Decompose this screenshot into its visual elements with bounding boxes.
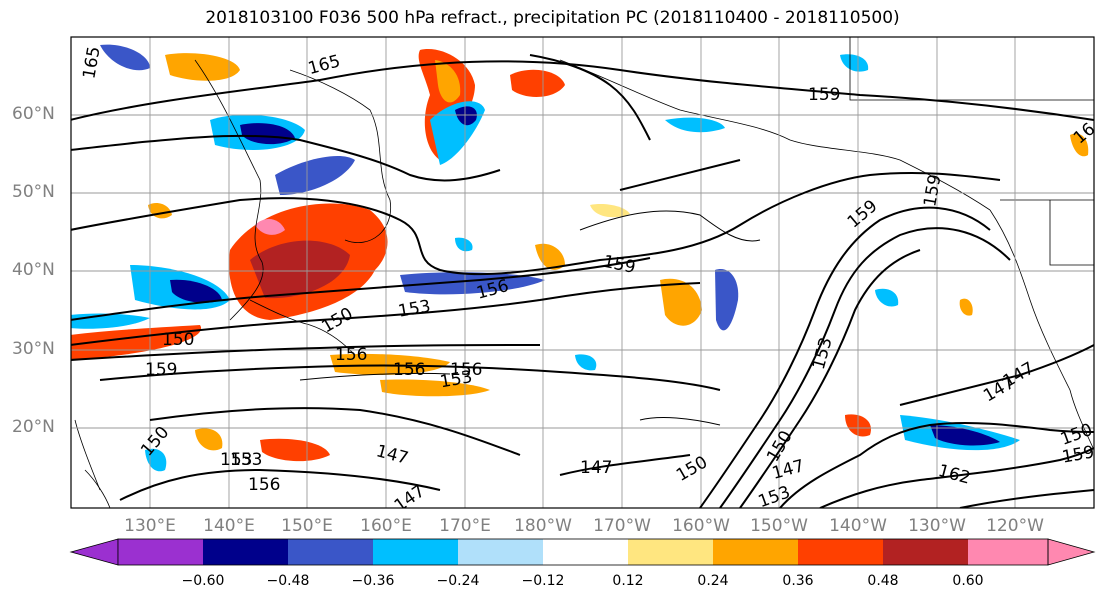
colorbar-segment [798, 539, 883, 565]
lon-label: 160°W [672, 516, 730, 536]
lat-label: 50°N [12, 182, 55, 202]
contour-lines [71, 54, 1094, 508]
contour-label: 150 [162, 330, 194, 350]
lat-label: 60°N [12, 104, 55, 124]
colorbar-segment [118, 539, 203, 565]
contour-label: 153 [230, 450, 262, 470]
colorbar-tick-label: 0.24 [697, 573, 729, 589]
contour-lines-thin [299, 210, 761, 426]
colorbar-tick-label: −0.24 [436, 573, 480, 589]
contour-label: 147 [580, 458, 612, 478]
colorbar-tick-label: 0.36 [782, 573, 814, 589]
contour-label: 153 [220, 450, 252, 470]
contour-label: 159 [145, 360, 177, 380]
colorbar-segment [288, 539, 373, 565]
grid-lines [71, 37, 1094, 508]
colorbar-tick-label: 0.12 [612, 573, 644, 589]
contour-label: 156 [393, 360, 425, 380]
colorbar-segment [373, 539, 458, 565]
colorbar-tick-label: −0.36 [351, 573, 395, 589]
contour-label: 156 [335, 345, 367, 365]
colorbar-min-extension [69, 538, 119, 566]
lon-label: 120°W [986, 516, 1044, 536]
lon-label: 130°W [908, 516, 966, 536]
lon-label: 180°W [514, 516, 572, 536]
colorbar-segment [883, 539, 968, 565]
lon-label: 170°W [593, 516, 651, 536]
colorbar-segment [543, 539, 628, 565]
contour-label: 156 [248, 475, 280, 495]
lon-label: 150°E [281, 516, 333, 536]
lat-label: 30°N [12, 339, 55, 359]
lon-label: 130°E [124, 516, 176, 536]
colorbar-tick-label: 0.48 [867, 573, 899, 589]
colorbar-tick-label: −0.48 [266, 573, 310, 589]
lon-label: 170°E [439, 516, 491, 536]
colorbar-segment [628, 539, 713, 565]
colorbar-tick-label: −0.12 [521, 573, 565, 589]
colorbar-segment [203, 539, 288, 565]
lat-label: 20°N [12, 417, 55, 437]
lon-label: 140°W [829, 516, 887, 536]
map-title: 2018103100 F036 500 hPa refract., precip… [205, 8, 900, 28]
lon-label: 150°W [750, 516, 808, 536]
colorbar-segment [458, 539, 543, 565]
contour-label: 159 [808, 85, 840, 105]
colorbar-max-extension [1047, 538, 1096, 566]
colorbar-segment [968, 539, 1048, 565]
contour-label: 156 [450, 360, 482, 380]
colorbar-tick-label: 0.60 [952, 573, 984, 589]
lat-label: 40°N [12, 260, 55, 280]
lon-label: 160°E [360, 516, 412, 536]
colorbar [69, 538, 1096, 566]
colorbar-tick-label: −0.60 [181, 573, 225, 589]
colorbar-segment [713, 539, 798, 565]
map-frame [70, 36, 1095, 509]
lon-label: 140°E [203, 516, 255, 536]
